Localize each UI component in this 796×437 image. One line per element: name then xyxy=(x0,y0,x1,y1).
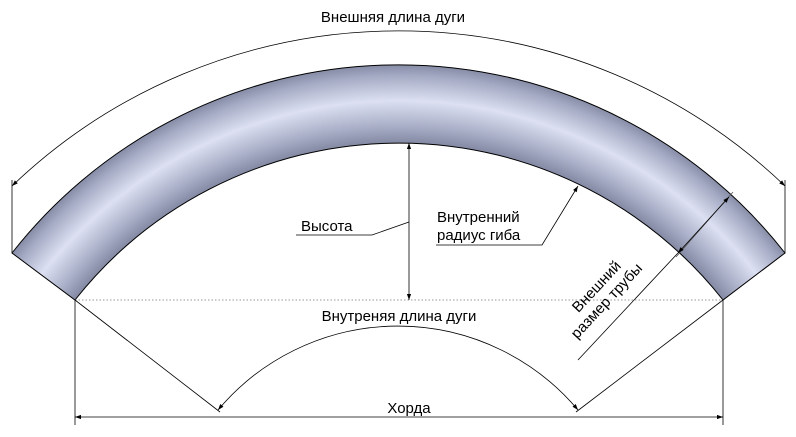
outer-arc-dimension xyxy=(11,30,786,187)
inner-arc-length-label: Внутреняя длина дуги xyxy=(322,308,477,325)
outer-size-leader xyxy=(577,252,679,361)
height-label: Высота xyxy=(301,218,353,235)
chord-label: Хорда xyxy=(387,400,431,417)
inner-arc-dimension xyxy=(217,325,579,411)
inner-radius-label-line1: Внутренний xyxy=(437,209,520,226)
height-leader xyxy=(296,221,410,236)
outer-arc-length-label: Внешняя длина дуги xyxy=(321,9,465,26)
pipe-bend xyxy=(11,64,786,301)
inner-extension-left xyxy=(74,299,221,413)
inner-extension-right xyxy=(575,299,724,413)
outer-size-dimension xyxy=(677,196,730,254)
inner-radius-label-line2: радиус гиба xyxy=(437,227,521,244)
inner-radius-leader xyxy=(436,185,579,246)
